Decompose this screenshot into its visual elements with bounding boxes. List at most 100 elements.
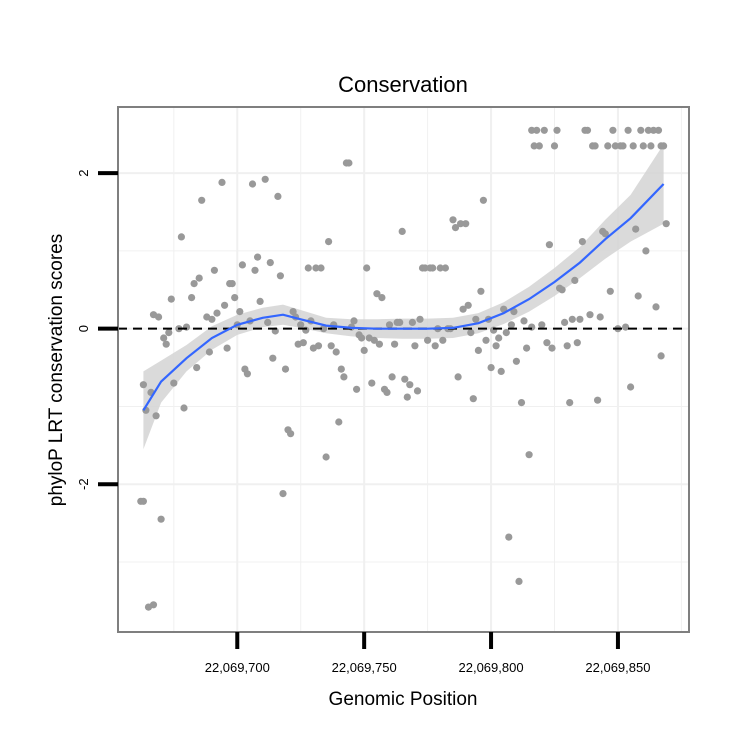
y-axis-label: phyloP LRT conservation scores — [46, 234, 67, 507]
data-point — [642, 247, 650, 255]
data-point — [662, 220, 670, 228]
data-point — [350, 317, 358, 325]
data-point — [378, 294, 386, 302]
data-point — [545, 241, 554, 249]
data-point — [548, 344, 556, 352]
data-point — [606, 287, 614, 295]
data-point — [652, 303, 660, 311]
data-point — [236, 308, 244, 316]
data-point — [644, 126, 653, 134]
data-point — [368, 379, 376, 387]
data-point — [657, 352, 665, 360]
data-point — [165, 329, 173, 337]
data-point — [622, 323, 630, 331]
data-point — [403, 393, 411, 401]
data-point — [472, 315, 480, 323]
y-axis-ticks: -2 0 2 — [76, 169, 118, 490]
data-point — [571, 276, 579, 284]
data-point — [495, 334, 503, 342]
data-point — [279, 490, 287, 498]
data-point — [155, 313, 163, 321]
data-point — [360, 346, 368, 354]
data-point — [385, 321, 394, 329]
data-point — [634, 292, 642, 300]
data-point — [639, 142, 647, 150]
data-point — [322, 453, 330, 461]
data-point — [487, 364, 495, 372]
data-point — [411, 342, 419, 350]
data-point — [170, 379, 178, 387]
data-point — [160, 334, 168, 342]
data-point — [629, 142, 637, 150]
data-point — [238, 261, 246, 269]
data-point — [586, 311, 594, 319]
data-point — [609, 126, 617, 134]
data-point — [421, 264, 429, 272]
data-point — [208, 315, 216, 323]
data-point — [317, 264, 325, 272]
data-point — [492, 342, 500, 350]
data-point — [517, 399, 526, 407]
data-point — [195, 274, 203, 282]
data-point — [314, 342, 323, 350]
data-point — [299, 339, 307, 347]
data-point — [388, 373, 396, 381]
data-point — [335, 418, 343, 426]
data-point — [467, 329, 475, 337]
plot-panel — [118, 107, 689, 632]
data-point — [632, 225, 640, 233]
data-point — [218, 178, 226, 186]
data-point — [289, 308, 297, 316]
data-point — [383, 388, 391, 396]
data-point — [375, 340, 383, 348]
data-point — [188, 294, 196, 302]
data-point — [451, 224, 460, 232]
data-point — [231, 294, 239, 302]
data-point — [167, 295, 175, 303]
data-point — [627, 383, 635, 391]
data-point — [654, 126, 663, 134]
data-point — [459, 305, 467, 313]
data-point — [327, 342, 335, 350]
data-point — [505, 533, 513, 541]
data-point — [441, 264, 449, 272]
data-point — [637, 126, 645, 134]
data-point — [424, 336, 432, 344]
data-point — [213, 309, 221, 317]
data-point — [594, 396, 602, 404]
data-point — [190, 280, 198, 288]
data-point — [254, 253, 262, 261]
data-point — [507, 321, 515, 329]
data-point — [193, 364, 201, 372]
data-point — [474, 346, 482, 354]
data-point — [530, 142, 538, 150]
data-point — [611, 142, 620, 150]
data-point — [198, 196, 206, 204]
data-point — [576, 315, 584, 323]
data-point — [221, 301, 229, 309]
data-point — [228, 280, 236, 288]
data-point — [538, 321, 546, 329]
data-point — [578, 238, 587, 246]
data-point — [297, 321, 305, 329]
data-point — [550, 142, 559, 150]
data-point — [337, 365, 345, 373]
data-point — [353, 385, 361, 393]
data-point — [619, 142, 627, 150]
data-point — [256, 297, 264, 305]
data-point — [561, 318, 569, 326]
data-point — [454, 373, 462, 381]
data-point — [177, 233, 185, 241]
data-point — [649, 126, 658, 134]
data-point — [304, 264, 312, 272]
smooth-trend-line — [142, 183, 665, 411]
data-point — [139, 381, 147, 389]
data-point — [266, 259, 274, 267]
data-point — [520, 317, 528, 325]
data-point — [416, 315, 424, 323]
data-point — [540, 126, 548, 134]
data-point — [320, 325, 328, 333]
data-point — [439, 336, 447, 344]
x-tick-label: 22,069,700 — [205, 660, 270, 675]
